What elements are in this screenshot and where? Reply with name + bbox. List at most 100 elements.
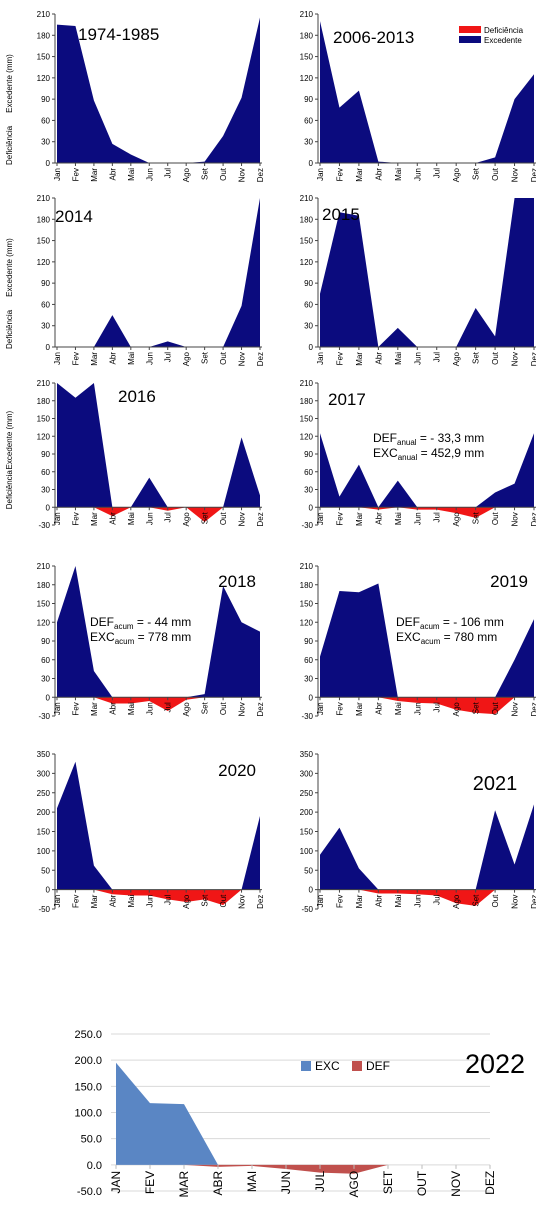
x-tick-label: Jul (164, 894, 173, 904)
x-tick-label: Fev (335, 352, 344, 365)
y-tick-label: 120 (300, 258, 314, 267)
deficiencia-area (320, 507, 534, 518)
x-tick-label: Mar (90, 168, 99, 182)
x-tick-label: Nov (238, 702, 247, 716)
x-tick-label: Set (472, 701, 481, 714)
x-tick-label: Dez (256, 352, 265, 366)
x-tick-label: Fev (335, 702, 344, 715)
x-tick-label: Jan (53, 512, 62, 525)
y-tick-label: 90 (304, 95, 313, 104)
y-tick-label: 90 (41, 450, 50, 459)
y-tick-label: -50 (38, 905, 50, 914)
panel-title: 2018 (218, 572, 256, 591)
x-tick-label: JAN (109, 1171, 123, 1194)
panel-2015: 0 30 60 90 120 150 180 210 Jan Fev Mar Abr Mai Jun Jul… (300, 194, 536, 366)
y-tick-label: -30 (38, 712, 50, 721)
panel-title: 2006-2013 (333, 28, 414, 47)
x-tick-label: Jan (53, 895, 62, 908)
x-tick-label: Ago (182, 894, 191, 909)
excedente-area (320, 583, 534, 698)
x-tick-label: Jul (164, 702, 173, 712)
y-tick-label: -30 (301, 712, 313, 721)
x-tick-label: Set (201, 351, 210, 364)
y-tick-label: 30 (304, 675, 313, 684)
x-tick-label: Mar (90, 512, 99, 526)
y-axis-label-def: Deficiência (5, 470, 14, 510)
x-tick-label: Jul (433, 352, 442, 362)
y-tick-label: 90 (304, 279, 313, 288)
x-tick-label: Ago (452, 351, 461, 366)
x-tick-label: MAI (245, 1171, 259, 1192)
x-tick-label: Jul (164, 168, 173, 178)
x-tick-label: Set (201, 167, 210, 180)
y-tick-label: 30 (304, 486, 313, 495)
x-tick-label: Abr (374, 512, 383, 525)
x-tick-label: Jan (316, 895, 325, 908)
y-tick-label: 180 (300, 31, 314, 40)
x-tick-label: Nov (511, 512, 520, 526)
y-tick-label: 60 (304, 656, 313, 665)
y-tick-label: 50.0 (81, 1134, 102, 1146)
y-tick-label: 60 (304, 468, 313, 477)
y-tick-label: -50 (301, 905, 313, 914)
deficiencia-area (320, 697, 534, 715)
x-tick-label: Set (201, 894, 210, 907)
x-tick-label: Out (491, 894, 500, 908)
x-tick-label: Set (201, 701, 210, 714)
excedente-area (320, 433, 534, 508)
x-tick-label: OUT (415, 1170, 429, 1196)
y-tick-label: 120 (37, 618, 51, 627)
y-axis-label-def: Deficiência (5, 309, 14, 349)
x-tick-label: Ago (452, 512, 461, 527)
annotation: EXCanual = 452,9 mm (373, 446, 484, 462)
x-tick-label: Mai (127, 168, 136, 181)
x-tick-label: Out (219, 511, 228, 525)
legend-label-def: DEF (366, 1059, 390, 1073)
x-tick-label: Mar (355, 894, 364, 908)
y-tick-label: 0 (309, 343, 314, 352)
panel-title: 2015 (322, 205, 360, 224)
x-tick-label: Set (472, 511, 481, 524)
panel-title: 2019 (490, 572, 528, 591)
x-tick-label: Fev (71, 512, 80, 525)
x-tick-label: Jun (413, 512, 422, 525)
x-tick-label: Jun (413, 895, 422, 908)
x-tick-label: NOV (449, 1171, 463, 1197)
x-tick-label: Mai (127, 894, 136, 907)
x-tick-label: Set (472, 894, 481, 907)
y-tick-label: 150 (300, 600, 314, 609)
y-tick-label: 180 (37, 581, 51, 590)
y-tick-label: 300 (300, 769, 314, 778)
x-tick-label: Jan (53, 702, 62, 715)
x-tick-label: Jan (316, 168, 325, 181)
x-tick-label: Abr (108, 168, 117, 181)
x-tick-label: Abr (108, 352, 117, 365)
excedente-area (57, 566, 260, 698)
y-tick-label: 30 (304, 322, 313, 331)
x-tick-label: Jun (413, 352, 422, 365)
y-axis-label: Excedente (mm) (5, 410, 14, 469)
panel-2019: -30 0 30 60 90 120 150 180 210 Jan Fev Mar Abr Mai Jun… (300, 562, 536, 721)
x-tick-label: Ago (452, 702, 461, 717)
y-tick-label: 0 (46, 693, 51, 702)
panel-title: 2014 (55, 207, 93, 226)
excedente-area (57, 17, 260, 163)
x-tick-label: Jan (316, 512, 325, 525)
x-tick-label: Fev (71, 352, 80, 365)
x-tick-label: JUL (313, 1171, 327, 1193)
x-tick-label: Out (491, 167, 500, 181)
x-tick-label: Ago (452, 894, 461, 909)
x-tick-label: Mar (355, 168, 364, 182)
y-tick-label: 60 (304, 116, 313, 125)
y-tick-label: 30 (41, 138, 50, 147)
y-tick-label: 350 (300, 750, 314, 759)
x-tick-label: Abr (374, 894, 383, 907)
y-tick-label: 180 (300, 397, 314, 406)
x-tick-label: Mar (90, 702, 99, 716)
x-tick-label: Mar (355, 702, 364, 716)
x-tick-label: Abr (108, 512, 117, 525)
x-tick-label: Nov (238, 512, 247, 526)
y-tick-label: 210 (37, 194, 51, 203)
